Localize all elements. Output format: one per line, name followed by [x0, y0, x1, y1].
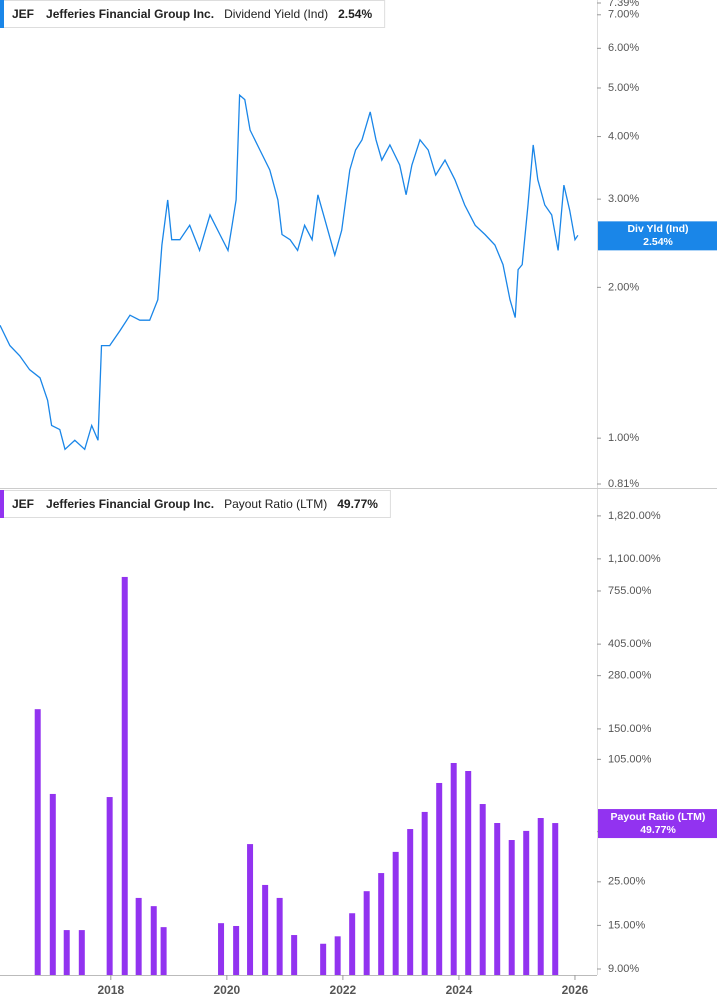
price-tag-value: 2.54% — [643, 236, 673, 248]
header-value: 2.54% — [338, 7, 372, 21]
bar — [436, 782, 443, 975]
bar — [150, 906, 157, 975]
bar — [276, 897, 283, 975]
bar — [49, 793, 56, 975]
y-tick-label: 9.00% — [608, 963, 639, 975]
bar — [363, 891, 370, 975]
y-tick-label: 4.00% — [608, 130, 639, 142]
bar — [378, 873, 385, 975]
line-series — [0, 93, 579, 451]
bar — [34, 709, 41, 975]
bar — [450, 762, 457, 975]
header-company: Jefferies Financial Group Inc. — [46, 7, 214, 21]
bar — [421, 811, 428, 975]
bar — [537, 818, 544, 975]
bar — [218, 923, 225, 975]
y-tick-label: 15.00% — [608, 919, 646, 931]
bar — [508, 840, 515, 975]
y-tick-label: 1,820.00% — [608, 510, 661, 522]
header-value: 49.77% — [337, 497, 378, 511]
y-tick-label: 2.00% — [608, 281, 639, 293]
bar — [479, 804, 486, 975]
bar — [291, 935, 298, 975]
header-ticker: JEF — [12, 7, 34, 21]
bar — [494, 823, 501, 975]
y-tick-label: 150.00% — [608, 723, 652, 735]
price-tag-value: 49.77% — [640, 824, 676, 836]
bar — [247, 844, 254, 975]
price-tag — [598, 221, 717, 251]
bar — [407, 829, 414, 975]
y-tick-label: 280.00% — [608, 670, 652, 682]
bar — [349, 913, 356, 975]
y-tick-label: 25.00% — [608, 876, 646, 888]
bar — [523, 830, 530, 975]
header-stripe — [0, 0, 4, 28]
bar — [465, 770, 472, 975]
price-tag — [598, 809, 717, 839]
header-box — [0, 0, 386, 28]
y-tick-label: 755.00% — [608, 585, 652, 597]
header-company: Jefferies Financial Group Inc. — [46, 497, 214, 511]
header-metric: Payout Ratio (LTM) — [224, 497, 327, 511]
y-tick-label: 1.00% — [608, 432, 639, 444]
bar — [135, 897, 142, 975]
y-tick-label: 0.81% — [608, 478, 639, 490]
bar — [262, 884, 269, 975]
bar — [320, 943, 327, 975]
bar — [233, 925, 240, 975]
header-metric: Dividend Yield (Ind) — [224, 7, 328, 21]
bar — [160, 927, 167, 975]
bar — [392, 851, 399, 975]
bar — [334, 936, 341, 975]
header-box — [0, 490, 391, 518]
header-ticker: JEF — [12, 497, 34, 511]
y-tick-label: 3.00% — [608, 193, 639, 205]
bar — [63, 930, 70, 975]
x-tick-label: 2026 — [562, 983, 589, 997]
y-tick-label: 1,100.00% — [608, 553, 661, 565]
x-tick-label: 2020 — [213, 983, 240, 997]
header-stripe — [0, 490, 4, 518]
y-tick-label: 6.00% — [608, 42, 639, 54]
y-tick-label: 7.39% — [608, 0, 639, 9]
price-tag-label: Payout Ratio (LTM) — [611, 811, 706, 823]
bar — [121, 576, 128, 975]
y-tick-label: 5.00% — [608, 82, 639, 94]
price-tag-label: Div Yld (Ind) — [627, 223, 688, 235]
y-tick-label: 105.00% — [608, 753, 652, 765]
x-tick-label: 2018 — [97, 983, 124, 997]
bar — [552, 823, 559, 975]
bar — [106, 797, 113, 975]
y-tick-label: 405.00% — [608, 638, 652, 650]
bar — [78, 930, 85, 975]
y-tick-label: 7.00% — [608, 9, 639, 21]
x-tick-label: 2024 — [446, 983, 473, 997]
x-tick-label: 2022 — [330, 983, 357, 997]
